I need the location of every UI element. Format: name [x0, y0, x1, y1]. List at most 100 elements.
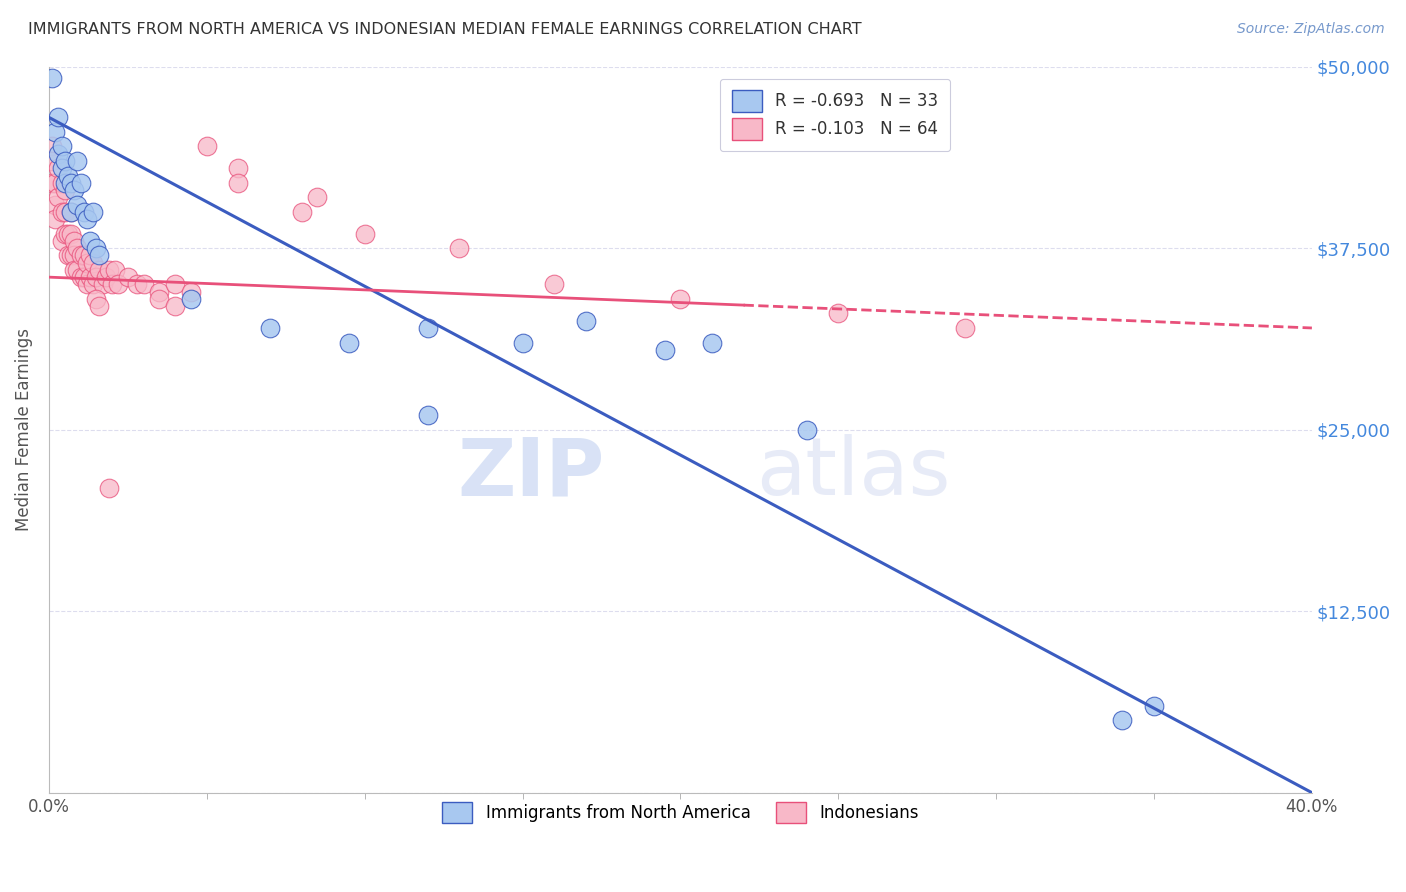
Point	[89, 299, 111, 313]
Point	[51, 139, 73, 153]
Point	[101, 277, 124, 292]
Point	[73, 270, 96, 285]
Point	[512, 335, 534, 350]
Point	[56, 227, 79, 241]
Point	[82, 255, 104, 269]
Point	[228, 161, 250, 176]
Legend: Immigrants from North America, Indonesians: Immigrants from North America, Indonesia…	[430, 790, 931, 835]
Point	[44, 125, 66, 139]
Point	[307, 190, 329, 204]
Point	[66, 153, 89, 168]
Point	[669, 292, 692, 306]
Point	[148, 292, 170, 306]
Point	[165, 299, 187, 313]
Point	[259, 321, 281, 335]
Point	[41, 176, 63, 190]
Point	[53, 153, 76, 168]
Point	[53, 204, 76, 219]
Point	[69, 176, 91, 190]
Point	[953, 321, 976, 335]
Point	[48, 161, 70, 176]
Point	[60, 227, 83, 241]
Point	[104, 263, 127, 277]
Point	[180, 285, 202, 299]
Point	[97, 481, 120, 495]
Point	[543, 277, 565, 292]
Point	[73, 248, 96, 262]
Point	[60, 248, 83, 262]
Point	[69, 248, 91, 262]
Text: ZIP: ZIP	[457, 434, 605, 512]
Point	[51, 234, 73, 248]
Point	[79, 234, 101, 248]
Point	[51, 161, 73, 176]
Point	[228, 176, 250, 190]
Point	[195, 139, 218, 153]
Point	[53, 176, 76, 190]
Point	[48, 190, 70, 204]
Point	[63, 263, 86, 277]
Point	[654, 343, 676, 357]
Point	[60, 204, 83, 219]
Point	[127, 277, 149, 292]
Point	[66, 241, 89, 255]
Point	[117, 270, 139, 285]
Point	[66, 263, 89, 277]
Text: IMMIGRANTS FROM NORTH AMERICA VS INDONESIAN MEDIAN FEMALE EARNINGS CORRELATION C: IMMIGRANTS FROM NORTH AMERICA VS INDONES…	[28, 22, 862, 37]
Point	[86, 241, 108, 255]
Point	[79, 270, 101, 285]
Point	[94, 270, 117, 285]
Point	[337, 335, 360, 350]
Point	[53, 227, 76, 241]
Point	[97, 263, 120, 277]
Y-axis label: Median Female Earnings: Median Female Earnings	[15, 328, 32, 531]
Point	[63, 234, 86, 248]
Point	[44, 197, 66, 211]
Point	[353, 227, 375, 241]
Point	[165, 277, 187, 292]
Point	[51, 176, 73, 190]
Point	[575, 314, 598, 328]
Point	[73, 204, 96, 219]
Point	[63, 183, 86, 197]
Text: atlas: atlas	[756, 434, 950, 512]
Point	[56, 169, 79, 183]
Point	[827, 306, 849, 320]
Text: Source: ZipAtlas.com: Source: ZipAtlas.com	[1237, 22, 1385, 37]
Point	[76, 255, 98, 269]
Point	[416, 321, 439, 335]
Point	[41, 71, 63, 86]
Point	[89, 263, 111, 277]
Point	[51, 204, 73, 219]
Point	[48, 146, 70, 161]
Point	[180, 292, 202, 306]
Point	[66, 197, 89, 211]
Point	[41, 139, 63, 153]
Point	[60, 176, 83, 190]
Point	[132, 277, 155, 292]
Point	[79, 248, 101, 262]
Point	[41, 153, 63, 168]
Point	[86, 270, 108, 285]
Point	[89, 248, 111, 262]
Point	[44, 212, 66, 227]
Point	[1143, 698, 1166, 713]
Point	[700, 335, 723, 350]
Point	[290, 204, 312, 219]
Point	[86, 292, 108, 306]
Point	[44, 176, 66, 190]
Point	[91, 277, 114, 292]
Point	[63, 248, 86, 262]
Point	[48, 111, 70, 125]
Point	[56, 248, 79, 262]
Point	[148, 285, 170, 299]
Point	[82, 277, 104, 292]
Point	[76, 212, 98, 227]
Point	[69, 270, 91, 285]
Point	[76, 277, 98, 292]
Point	[60, 204, 83, 219]
Point	[416, 408, 439, 422]
Point	[82, 204, 104, 219]
Point	[796, 423, 818, 437]
Point	[107, 277, 129, 292]
